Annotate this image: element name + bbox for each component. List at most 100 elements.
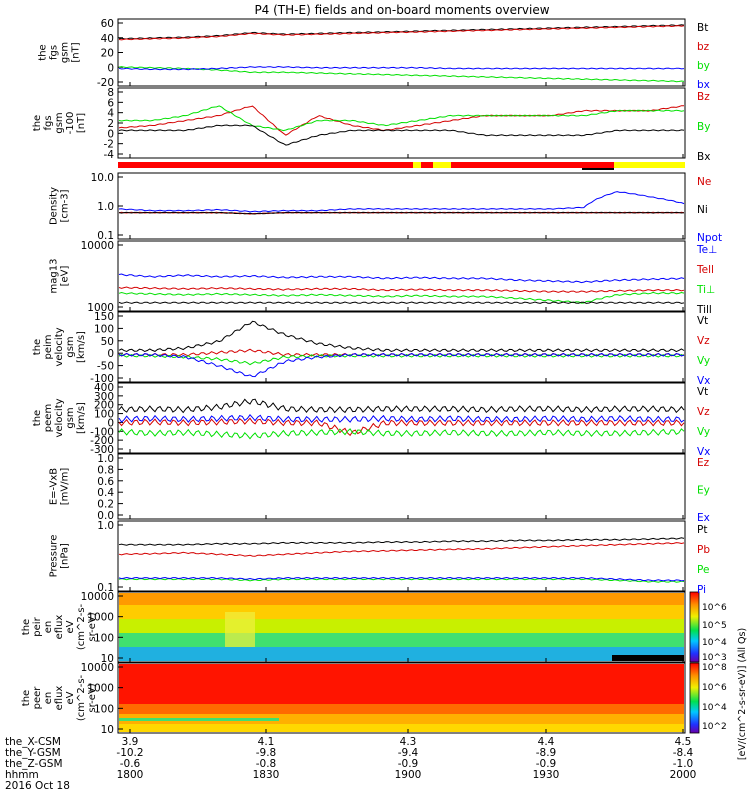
ion-spectrogram-band-5 [119,647,684,661]
xaxis-col3-x: 4.3 [400,736,417,748]
mode-bar-black [582,168,614,170]
series-line-p0-bx [118,65,685,71]
panel-frames [117,18,686,734]
ytick-p5-4: 0 [107,417,114,429]
legend-p2-2: Npot [697,232,722,244]
ytick-p6-4: 0.2 [97,499,114,511]
panel-fgs-frame [117,18,686,87]
legend-p7-3: Pi [697,584,706,596]
series-line-p3-Till [118,301,685,304]
ytick-p5-2: 200 [94,400,114,412]
ion-spectrogram [119,593,684,661]
panel-ylabel-7: Pressure[nPa] [49,535,71,578]
ytick-p5-1: 300 [94,391,114,403]
mode-bar-red-1 [118,162,413,168]
series-line-p4-Vx [118,352,685,378]
legend-p4-3: Vx [697,375,710,387]
panel-ion-velocity-frame [117,311,686,383]
colorbar-tick-ion-2: 10^5 [702,621,727,631]
ytick-p1-2: 4 [107,108,114,120]
legend-p6-2: Ex [697,512,710,524]
legend-p3-2: Ti⊥ [696,284,715,296]
legend-p6-1: Ey [697,485,710,497]
colorbar-ion [689,591,700,663]
series-line-p7-Pi [118,576,685,582]
ytick-p4-4: -50 [97,361,114,373]
legend-p5-2: Vy [697,426,710,438]
panel-ylabel-1: thefgsgsm-100[nT] [32,112,87,135]
panel-efield-frame [117,453,686,520]
electron-spectrogram [119,664,684,732]
series-line-p5-Vt [118,398,685,414]
panel-pressure-frame [117,520,686,592]
ion-spectrogram-storm [225,612,255,647]
xaxis-col4-z: -0.9 [536,758,557,770]
legend-p5-1: Vz [697,406,710,418]
electron-spectrogram-band-4 [119,724,684,732]
legend-p0-3: bx [697,79,710,91]
electron-spectrogram-band-1 [119,664,684,704]
legend-p6-0: Ez [697,457,710,469]
ytick-p1-1: 6 [107,97,114,109]
series-line-p3-Tell [118,286,685,293]
legend-p0-1: bz [697,41,710,53]
series-line-p1-By [118,105,685,132]
colorbar-tick-ion-3: 10^4 [702,638,727,648]
ytick-p1-0: 8 [107,87,114,99]
panel-ylabel-8: thepeirenefluxeV(cm^2-s-sr-eV) [21,603,98,650]
ytick-p0-4: -20 [97,77,114,89]
legend-p2-1: Ni [697,204,708,216]
legend-p3-3: Till [696,304,712,316]
series-line-p3-Te⊥ [118,273,685,284]
xaxis-col4-y: -8.9 [536,747,557,759]
ytick-p8-3: 10 [101,653,114,665]
colorbar-tick-ion-4: 10^3 [702,653,727,663]
legend-p5-0: Vt [697,386,708,398]
panel-ylabel-6: E=-VxB[mV/m] [49,468,71,506]
panel-electron-velocity-frame [117,382,686,454]
panel-density-frame [117,172,686,240]
panel-ylabel-4: thepeimvelocitygsm[km/s] [32,327,87,366]
colorbar-label: [eV/(cm^2-s-sr-eV)] (All Qs) [737,628,748,760]
panel-ylabel-5: thepeemvelocitygsm[km/s] [32,398,87,437]
xaxis-col2-z: -0.8 [256,758,277,770]
series-line-p1-Bx [118,124,685,146]
xaxis-row-label-hhmm: hhmm [5,769,39,781]
xaxis-col5-z: -1.0 [673,758,694,770]
legend-p2-0: Ne [697,176,711,188]
ytick-p6-1: 0.8 [97,464,114,476]
xaxis-col1-hhmm: 1800 [117,769,144,781]
mode-bar-red-2 [421,162,433,168]
legend-p7-2: Pe [697,564,709,576]
series-line-p3-Ti⊥ [118,291,685,304]
colorbar-tick-ion-1: 10^6 [702,603,727,613]
ion-spectrogram-band-4 [119,633,684,647]
ytick-p6-3: 0.4 [97,487,114,499]
ytick-p0-3: 0 [107,62,114,74]
xaxis-col2-x: 4.1 [258,736,275,748]
ytick-p0-1: 40 [101,33,114,45]
ytick-p6-2: 0.6 [97,476,114,488]
electron-spectrogram-band-3 [119,714,684,724]
series-line-p5-Vx [118,414,685,424]
ytick-p9-2: 100 [94,703,114,715]
colorbar-tick-electron-4: 10^2 [702,722,727,732]
ion-spectrogram-band-2 [119,605,684,619]
xaxis-col5-x: 4.5 [675,736,692,748]
ytick-p7-1: 0.1 [97,582,114,594]
xaxis-col2-y: -9.8 [256,747,277,759]
mode-bar-yellow-3 [614,162,685,168]
ytick-p9-3: 10 [101,724,114,736]
x-axis: the_X-CSM the_Y-GSM the_Z-GSM hhmm 2016 … [5,736,696,792]
xaxis-col5-y: -8.4 [673,747,694,759]
xaxis-col1-x: 3.9 [122,736,139,748]
ytick-p9-1: 1000 [87,683,114,695]
ytick-p5-0: 400 [94,382,114,394]
ytick-p4-5: -100 [90,373,114,385]
legend-p5-3: Vx [697,446,710,458]
ytick-p8-0: 10000 [81,591,114,603]
legend-p4-2: Vy [697,355,710,367]
ytick-p4-2: 50 [101,336,114,348]
panel-ylabel-0: thefgsgsm[nT] [38,42,82,63]
